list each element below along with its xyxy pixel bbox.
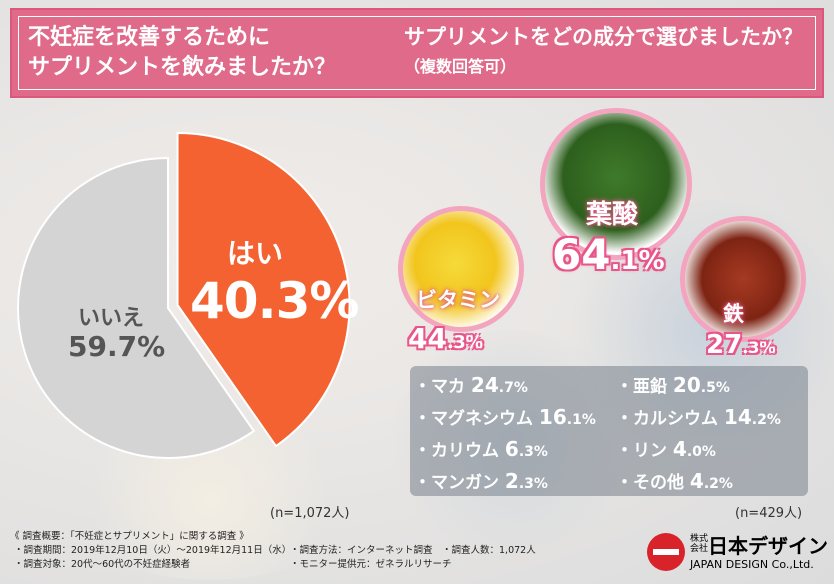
liver-image (680, 216, 806, 342)
question-1-title: 不妊症を改善するために サプリメントを飲みましたか？ (28, 22, 336, 82)
lemon-image (398, 206, 524, 332)
folic-acid-int: 64 (552, 230, 611, 279)
list-item-dec: .2% (751, 412, 781, 428)
list-item-dec: .1% (566, 412, 596, 428)
survey-provider: ・モニター提供元：ゼネラルリサーチ (290, 559, 452, 570)
list-item-int: 16 (538, 405, 567, 429)
spinach-image (540, 108, 692, 260)
iron-label: 鉄 (723, 302, 744, 326)
pie-slice-no (17, 156, 256, 459)
folic-acid-dec: .1% (610, 246, 665, 276)
list-item-dec: .0% (686, 444, 716, 460)
list-item-name: ・その他 (616, 473, 684, 493)
list-item: ・リン 4.0% (616, 436, 716, 461)
list-item-name: ・カリウム (414, 441, 499, 461)
header-banner: 不妊症を改善するために サプリメントを飲みましたか？ サプリメントをどの成分で選… (10, 8, 824, 98)
header-frame (18, 16, 816, 90)
list-item-dec: .5% (700, 380, 730, 396)
other-nutrients-panel (410, 366, 808, 496)
list-item: ・マグネシウム 16.1% (414, 404, 596, 429)
iron-value: 27.3% (706, 330, 776, 360)
question-1-line1: 不妊症を改善するために (28, 24, 271, 50)
iron-int: 27 (706, 330, 743, 360)
list-item-dec: .3% (518, 476, 548, 492)
list-item-int: 2 (504, 469, 519, 493)
list-item-name: ・マンガン (414, 473, 499, 493)
survey-count: ・調査人数：1,072人 (442, 545, 536, 556)
survey-period: ・調査期間：2019年12月10日（火）〜2019年12月11日（水） (14, 545, 292, 556)
pie-yes-label: はい (227, 237, 284, 270)
sample-size-left: (n=1,072人) (270, 506, 350, 521)
vitamin-int: 44 (408, 322, 447, 355)
question-2-title: サプリメントをどの成分で選びましたか？ （複数回答可） (404, 22, 803, 82)
list-item-int: 6 (504, 437, 519, 461)
list-item: ・その他 4.2% (616, 468, 733, 493)
sample-size-right: (n=429人) (735, 506, 803, 521)
list-item-name: ・リン (616, 441, 667, 461)
company-logo-icon (647, 533, 685, 571)
vitamin-label: ビタミン (416, 288, 500, 312)
list-item-name: ・マカ (414, 377, 465, 397)
list-item-dec: .7% (498, 380, 528, 396)
list-item: ・亜鉛 20.5% (616, 372, 730, 397)
list-item-name: ・亜鉛 (616, 377, 667, 397)
list-item-int: 4 (672, 437, 687, 461)
list-item-int: 4 (689, 469, 704, 493)
list-item-dec: .3% (518, 444, 548, 460)
list-item-int: 14 (723, 405, 752, 429)
company-name: 日本デザイン (708, 534, 828, 558)
question-1-line2: サプリメントを飲みましたか？ (28, 54, 337, 80)
question-2-note: （複数回答可） (404, 57, 517, 76)
list-item-dec: .2% (703, 476, 733, 492)
list-item: ・カルシウム 14.2% (616, 404, 781, 429)
iron-dec: .3% (742, 338, 776, 357)
pie-slice-yes (176, 131, 351, 448)
survey-method: ・調査方法：インターネット調査 (290, 545, 433, 556)
folic-acid-label: 葉酸 (586, 200, 639, 230)
pie-yes-value: 40.3% (190, 272, 359, 330)
pie-no-value: 59.7% (68, 330, 166, 363)
list-item-int: 24 (470, 373, 499, 397)
survey-target: ・調査対象：20代〜60代の不妊症経験者 (14, 559, 191, 570)
list-item: ・マンガン 2.3% (414, 468, 548, 493)
survey-title: 《 調査概要：「不妊症とサプリメント」に関する調査 》 (10, 531, 249, 542)
question-2-line1: サプリメントをどの成分で選びましたか？ (404, 24, 803, 49)
vitamin-dec: .3% (446, 333, 484, 353)
pie-no-label: いいえ (78, 306, 145, 331)
company-type: 株式会社 (690, 534, 709, 554)
list-item: ・マカ 24.7% (414, 372, 528, 397)
list-item-int: 20 (672, 373, 701, 397)
list-item-name: ・カルシウム (616, 409, 718, 429)
list-item-name: ・マグネシウム (414, 409, 533, 429)
company-name-en: JAPAN DESIGN Co.,Ltd. (690, 558, 814, 571)
vitamin-value: 44.3% (408, 322, 483, 355)
list-item: ・カリウム 6.3% (414, 436, 548, 461)
folic-acid-value: 64.1% (552, 230, 665, 279)
